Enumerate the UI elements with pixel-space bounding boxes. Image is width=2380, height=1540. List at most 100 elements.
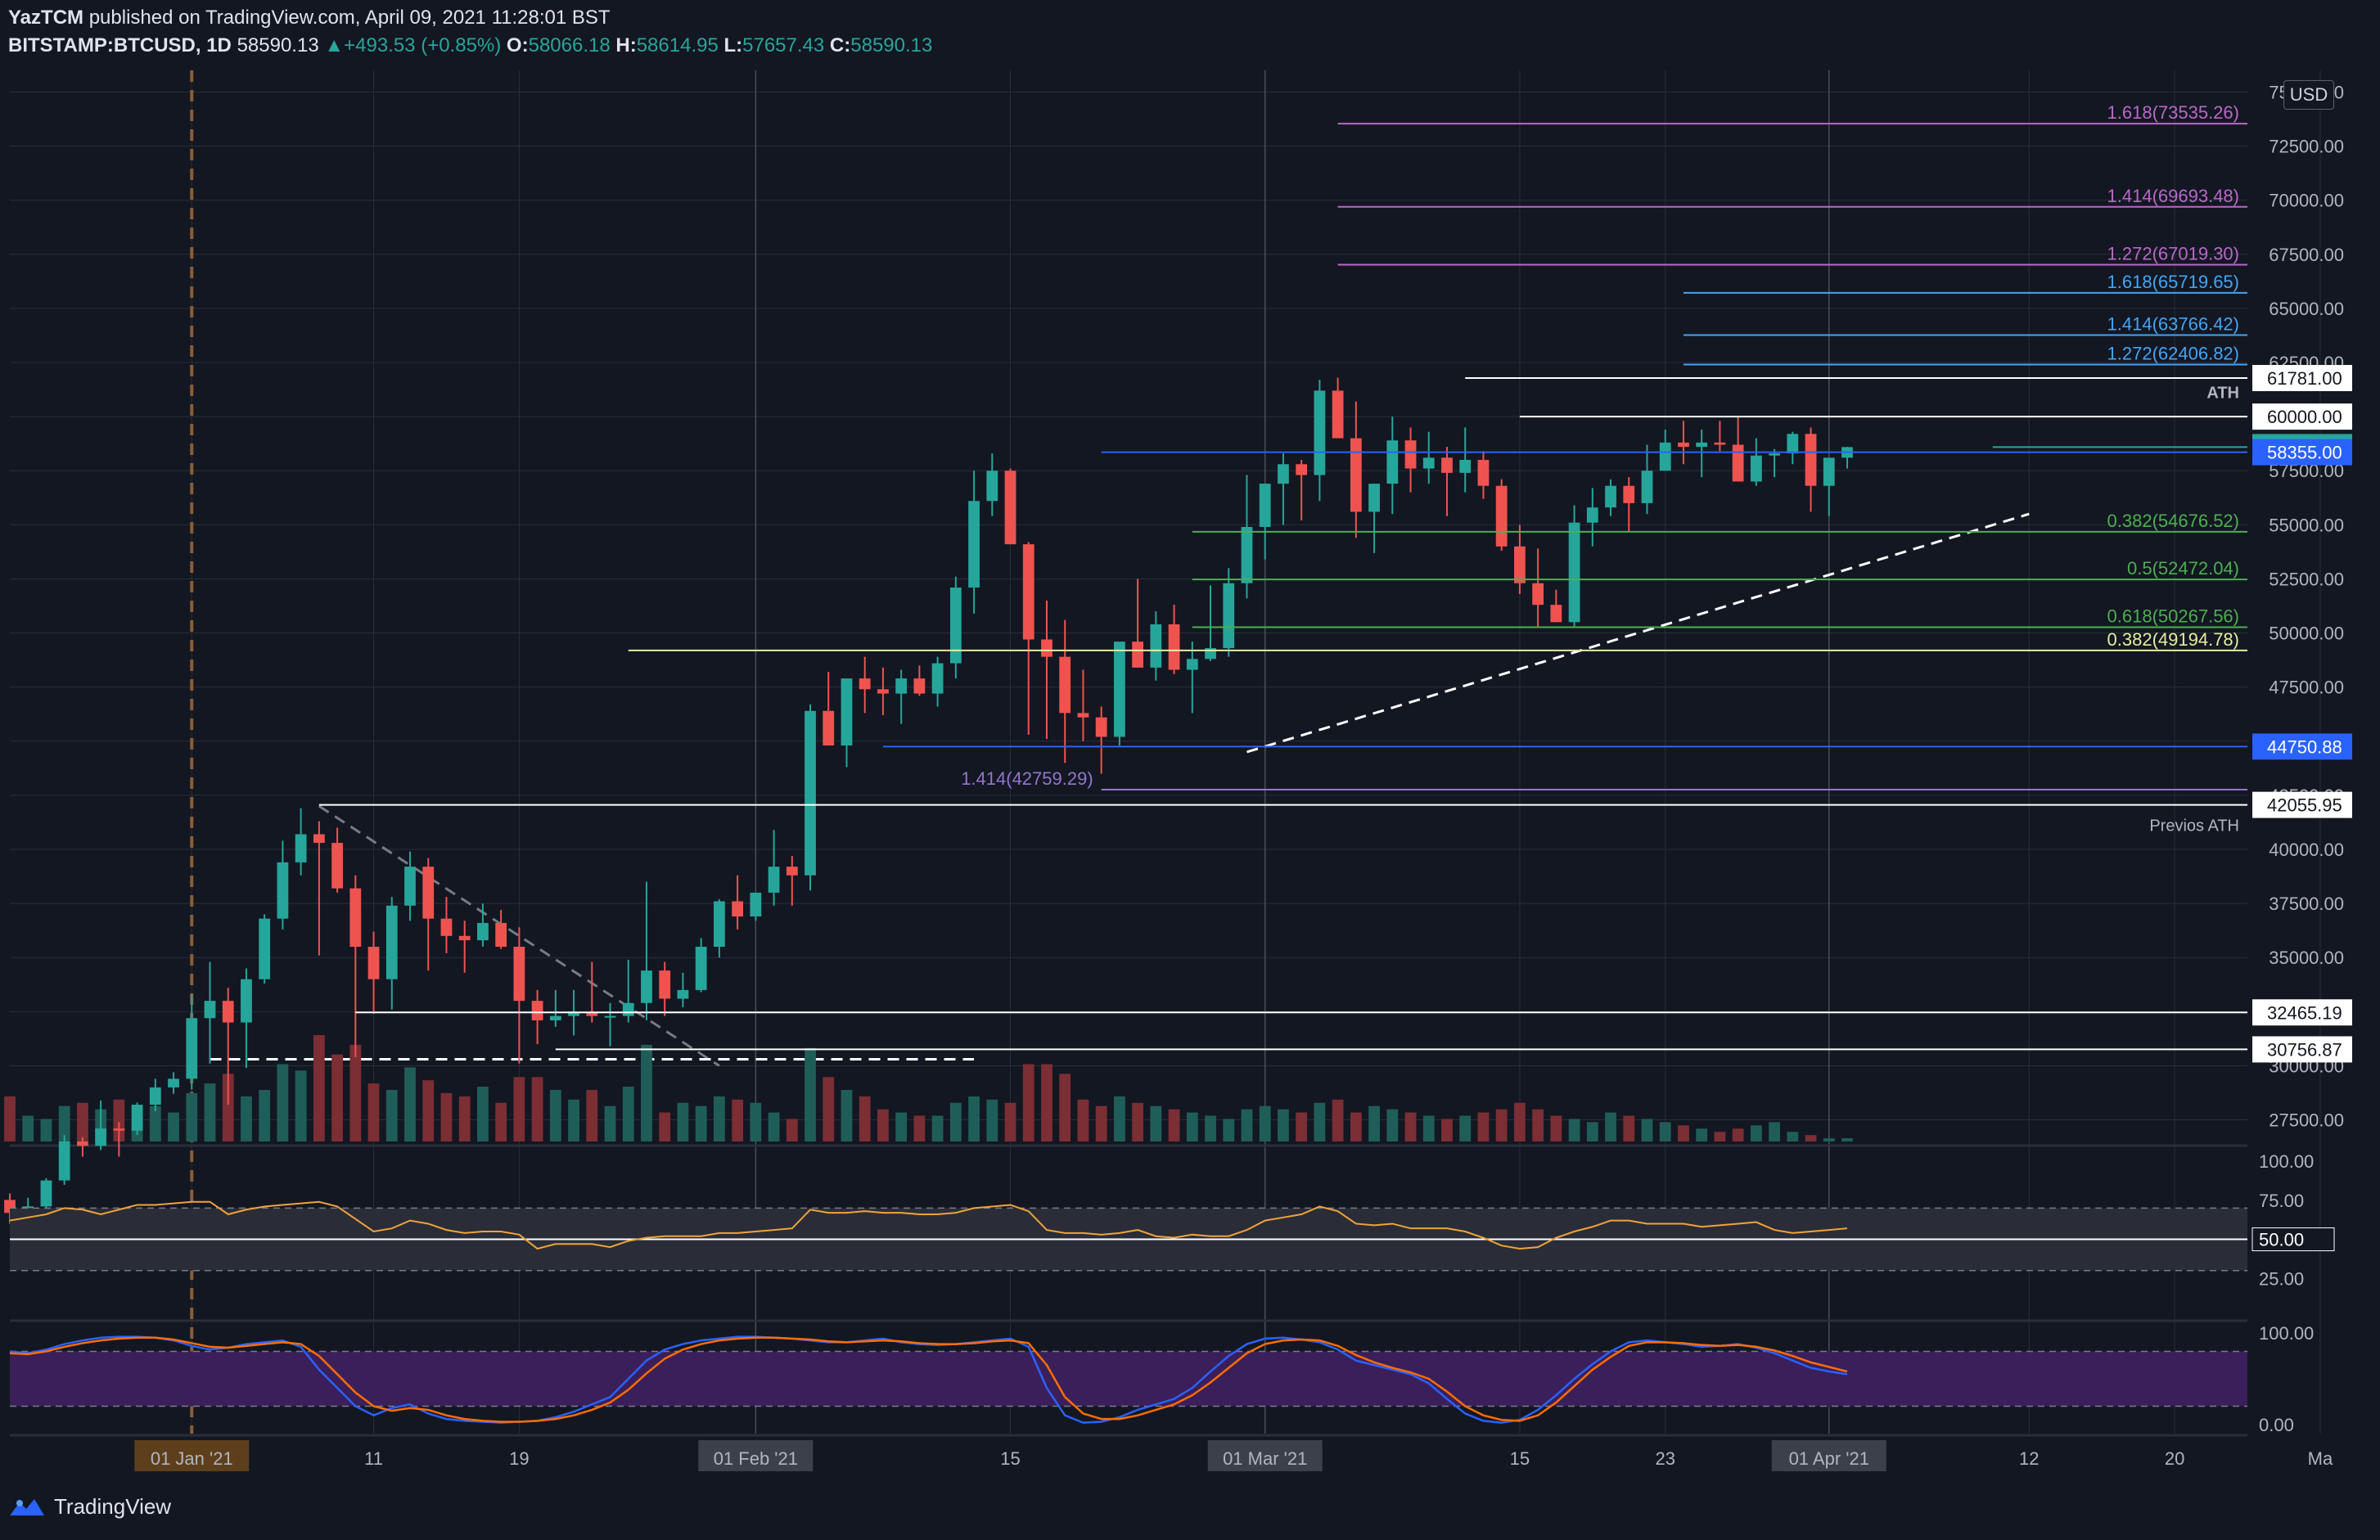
volume-bar — [1186, 1112, 1198, 1141]
candle-body — [732, 901, 743, 916]
candle-body — [259, 918, 271, 979]
up-arrow-icon: ▲ — [324, 34, 345, 56]
volume-bar — [732, 1099, 743, 1141]
volume-bar — [568, 1099, 579, 1141]
volume-bar — [1514, 1102, 1526, 1141]
candle-body — [222, 1001, 234, 1023]
candle-body — [1004, 471, 1016, 545]
volume-bar — [1659, 1122, 1671, 1141]
fib-level-label: 0.382(49194.78) — [2107, 629, 2239, 650]
price-change: +493.53 (+0.85%) — [344, 34, 502, 56]
candle-body — [277, 862, 289, 919]
price-tick: 40000.00 — [2269, 840, 2344, 860]
chart-annotation: Previos ATH — [2149, 817, 2239, 835]
candle-body — [1532, 583, 1544, 606]
volume-bar — [313, 1035, 325, 1141]
volume-bar — [895, 1112, 908, 1141]
volume-bar — [1641, 1119, 1653, 1141]
volume-bar — [659, 1112, 671, 1141]
volume-bar — [40, 1119, 52, 1141]
fib-level-label: 1.414(69693.48) — [2107, 186, 2239, 206]
volume-bar — [1132, 1102, 1144, 1141]
candle-body — [622, 1002, 634, 1016]
volume-bar — [241, 1096, 252, 1141]
candle-body — [1586, 507, 1598, 523]
stoch-band — [10, 1351, 2247, 1407]
rsi-mid-tag — [2252, 1227, 2335, 1252]
candle-body — [1641, 471, 1653, 503]
candle-body — [1477, 460, 1490, 486]
volume-bar — [1841, 1138, 1853, 1141]
time-tick: 15 — [1510, 1448, 1530, 1469]
candle-body — [1259, 484, 1271, 527]
candle-body — [40, 1180, 52, 1207]
candle-body — [1113, 642, 1125, 737]
candle-body — [949, 588, 962, 664]
trendline — [1246, 512, 2030, 754]
price-tag — [2252, 439, 2352, 466]
volume-bar — [859, 1096, 871, 1141]
chart-annotation: ATH — [2206, 385, 2239, 403]
time-tick-highlight — [134, 1440, 250, 1471]
time-tick: 19 — [509, 1448, 529, 1469]
candle-body — [1022, 544, 1034, 640]
volume-bar — [440, 1092, 453, 1141]
time-tick: 15 — [1000, 1448, 1020, 1469]
time-tick: 01 Mar '21 — [1223, 1448, 1307, 1469]
candle-body — [1332, 390, 1344, 439]
volume-bar — [367, 1083, 380, 1141]
volume-bar — [1004, 1102, 1016, 1141]
candle-body — [677, 989, 689, 999]
volume-bar — [149, 1105, 161, 1141]
footer-brand[interactable]: TradingView — [54, 1494, 172, 1519]
volume-bar — [1732, 1128, 1744, 1141]
volume-bar — [949, 1102, 962, 1141]
price-tick: 72500.00 — [2269, 137, 2344, 157]
volume-bar — [841, 1089, 853, 1141]
volume-bar — [1223, 1119, 1235, 1141]
candle-body — [568, 1011, 579, 1016]
candle-body — [604, 1015, 616, 1018]
open-label: O: — [506, 34, 529, 56]
symbol-label[interactable]: BITSTAMP:BTCUSD, 1D — [8, 34, 232, 56]
fib-level-label: 1.272(67019.30) — [2107, 243, 2239, 263]
fib-level-label: 0.382(54676.52) — [2107, 511, 2239, 531]
price-tick: 47500.00 — [2269, 678, 2344, 698]
time-tick: 20 — [2165, 1448, 2184, 1469]
fib-level-label: 1.618(73535.26) — [2107, 102, 2239, 123]
volume-bar — [549, 1089, 561, 1141]
candle-body — [1368, 484, 1380, 512]
last-price: 58590.13 — [237, 34, 319, 56]
stoch-pane — [9, 1335, 2247, 1424]
price-tag-label: 58355.00 — [2267, 443, 2342, 463]
candle-body — [768, 867, 780, 893]
volume-bar — [1113, 1096, 1125, 1141]
volume-bar — [22, 1115, 34, 1141]
candle-body — [1714, 442, 1726, 445]
price-tag — [2252, 365, 2352, 392]
rsi-mid-tag-label: 50.00 — [2259, 1230, 2304, 1250]
tradingview-logo-icon[interactable] — [8, 1496, 46, 1519]
volume-bar — [477, 1087, 489, 1141]
candle-body — [1732, 444, 1744, 482]
candle-body — [1459, 460, 1472, 473]
rsi-pane — [9, 1200, 2247, 1272]
candle-body — [113, 1128, 125, 1131]
candle-body — [422, 867, 435, 919]
candle-body — [805, 710, 816, 876]
candle-body — [877, 689, 889, 694]
candle-body — [168, 1078, 179, 1087]
candle-body — [458, 935, 471, 941]
volume-bar — [1678, 1125, 1689, 1141]
price-tag — [2252, 999, 2352, 1026]
candle-body — [1241, 526, 1253, 583]
candle-body — [931, 663, 944, 694]
volume-bar — [513, 1077, 525, 1141]
candle-body — [186, 1018, 198, 1079]
currency-button[interactable]: USD — [2283, 80, 2334, 110]
volume-bar — [1422, 1115, 1435, 1141]
volume-bar — [913, 1115, 926, 1141]
author-name[interactable]: YazTCM — [8, 7, 84, 29]
candle-body — [385, 905, 398, 979]
